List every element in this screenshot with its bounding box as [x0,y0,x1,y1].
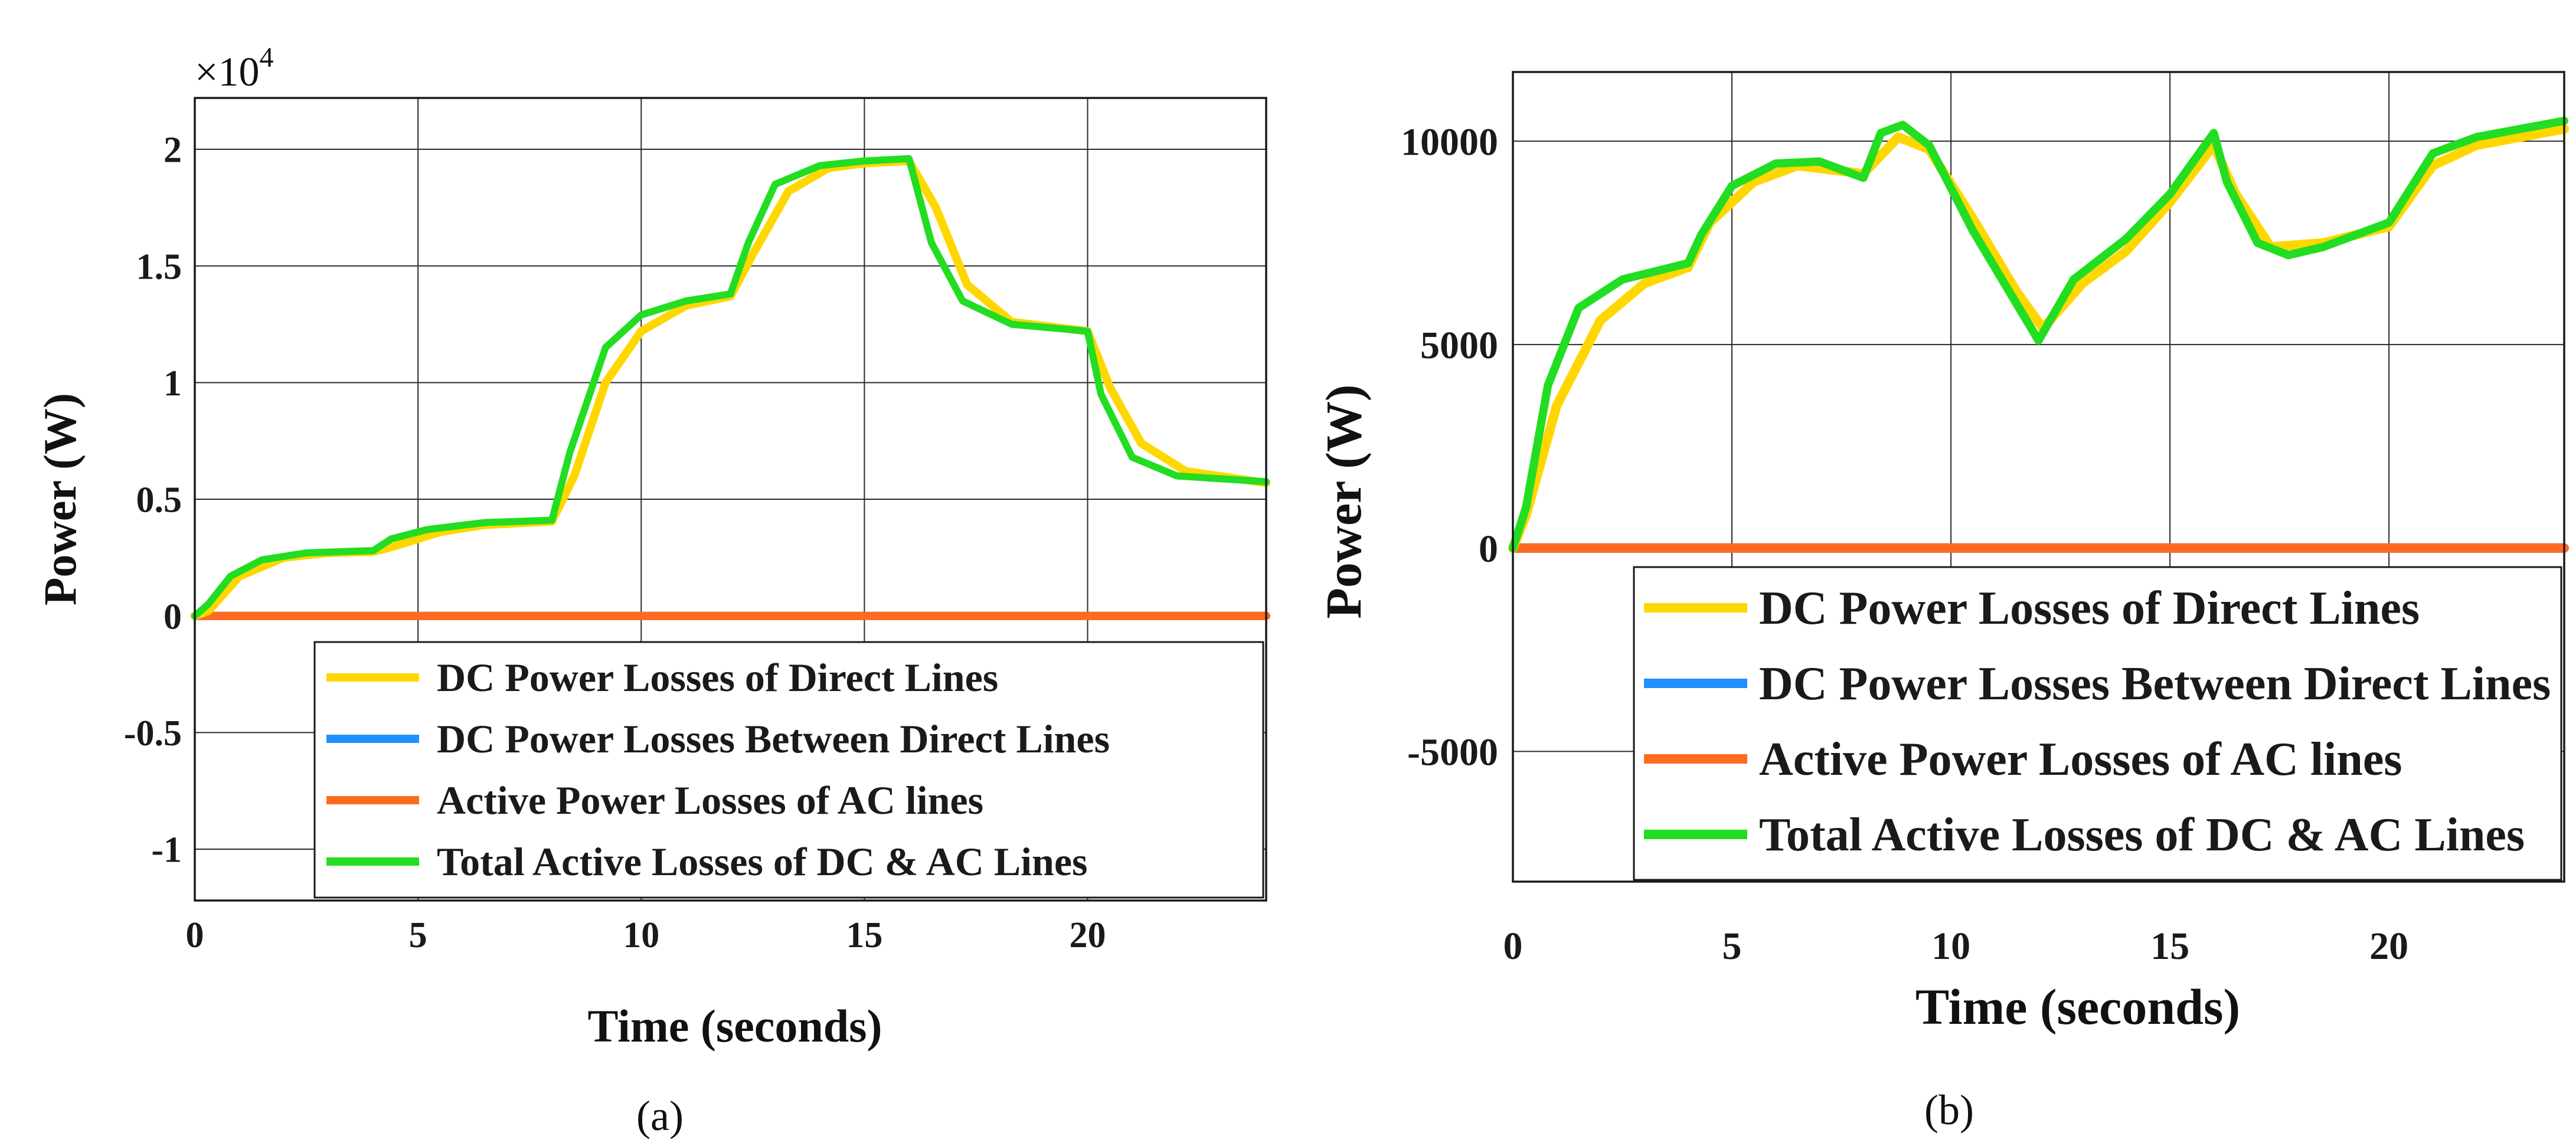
panel-a-legend: DC Power Losses of Direct Lines DC Power … [313,641,1264,899]
panel-a-legend-label-3: Active Power Losses of AC lines [437,778,983,823]
panel-a-x-tick-label: 10 [623,915,659,955]
panel-b-legend-label-4: Total Active Losses of DC & AC Lines [1759,809,2525,861]
panel-b-label: (b) [1924,1086,1974,1134]
panel-b-legend: DC Power Losses of Direct Lines DC Power … [1633,566,2562,881]
panel-a-ticks: 0 5 10 15 20 2 1.5 1 0.5 0 -0.5 -1 [124,130,1106,955]
panel-b-x-tick-label: 10 [1931,925,1970,968]
panel-a-y-tick-label: 1 [164,364,182,404]
panel-a-legend-entries: DC Power Losses of Direct Lines DC Power … [326,655,1110,884]
panel-b-legend-label-2: DC Power Losses Between Direct Lines [1759,658,2551,710]
panel-b-x-axis-label: Time (seconds) [1915,978,2240,1035]
panel-a-x-tick-label: 0 [186,915,204,955]
panel-b-legend-entries: DC Power Losses of Direct Lines DC Power … [1644,582,2551,861]
panel-a: 0 5 10 15 20 2 1.5 1 0.5 0 -0.5 -1 ×104 Power (W) T… [34,42,1270,1140]
panel-a-legend-label-4: Total Active Losses of DC & AC Lines [437,839,1088,884]
panel-b-frame [1512,71,2565,883]
panel-b-series-4-line [1509,116,2568,552]
panel-b-y-tick-label: 10000 [1401,120,1498,163]
panel-a-y-tick-label: 1.5 [136,247,182,287]
panel-b-series-1-line [1508,124,2569,553]
panel-a-x-tick-label: 20 [1070,915,1106,955]
panel-b-legend-label-1: DC Power Losses of Direct Lines [1759,582,2420,634]
panel-b-x-tick-label: 5 [1722,925,1742,968]
panel-a-legend-label-2: DC Power Losses Between Direct Lines [437,716,1110,761]
panel-a-legend-box [313,641,1264,899]
panel-a-y-multiplier: ×104 [195,42,273,95]
panel-a-y-tick-label: 2 [164,130,182,171]
panel-a-x-tick-label: 15 [846,915,882,955]
panel-a-x-axis-label: Time (seconds) [587,1000,882,1052]
panel-b-legend-box [1633,566,2562,881]
panel-a-y-tick-label: 0.5 [136,480,182,520]
panel-b-series-lines [1508,116,2569,553]
panel-b-legend-label-3: Active Power Losses of AC lines [1759,734,2402,785]
panel-b-y-tick-label: 5000 [1420,324,1498,367]
panel-a-series-4-line [191,155,1270,620]
panel-b-x-tick-label: 20 [2369,925,2408,968]
panel-a-label: (a) [636,1092,684,1140]
panel-a-x-tick-label: 5 [409,915,427,955]
panel-a-frame [194,97,1267,902]
panel-b: 0 5 10 15 20 10000 5000 0 -5000 Power (W) Time (… [1315,71,2569,1134]
panel-b-x-tick-label: 0 [1503,925,1523,968]
panel-b-y-axis-label: Power (W) [1315,384,1372,618]
panel-b-y-tick-label: 0 [1479,528,1498,571]
panel-b-x-tick-label: 15 [2150,925,2189,968]
panel-a-y-axis-label: Power (W) [34,393,86,605]
panel-a-y-multiplier-exponent: 4 [259,42,273,73]
panel-a-y-tick-label: -1 [151,830,182,870]
panel-a-legend-label-1: DC Power Losses of Direct Lines [437,655,998,700]
panel-a-y-tick-label: 0 [164,597,182,637]
panel-b-y-tick-label: -5000 [1407,731,1498,774]
panel-a-y-tick-label: -0.5 [124,713,182,754]
panel-a-series-lines [191,155,1270,620]
panel-b-ticks: 0 5 10 15 20 10000 5000 0 -5000 [1401,120,2408,968]
